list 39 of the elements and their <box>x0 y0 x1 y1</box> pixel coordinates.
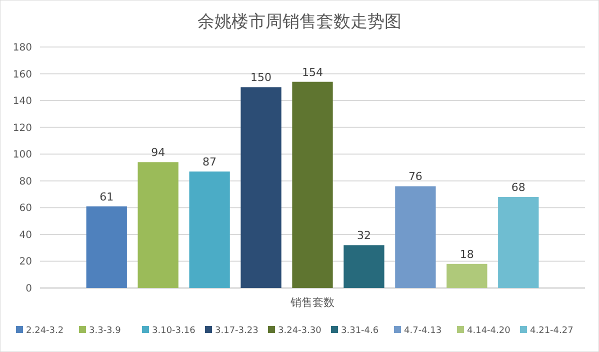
legend-label: 4.21-4.27 <box>530 326 574 336</box>
bar <box>138 162 178 288</box>
data-label: 87 <box>202 156 217 169</box>
chart-title: 余姚楼市周销售套数走势图 <box>198 12 402 32</box>
bar <box>344 245 384 288</box>
y-tick-label: 120 <box>12 122 32 134</box>
data-label: 68 <box>511 180 526 194</box>
bar <box>240 87 282 288</box>
y-tick-label: 100 <box>12 150 32 161</box>
bar <box>395 186 436 288</box>
x-tick-label: 销售套数 <box>290 296 334 309</box>
bar <box>86 206 127 288</box>
data-label: 18 <box>460 248 474 261</box>
y-tick-label: 60 <box>19 203 32 214</box>
legend-label: 3.3-3.9 <box>89 326 122 336</box>
legend-label: 3.24-3.30 <box>278 326 322 336</box>
data-label: 94 <box>151 146 166 160</box>
data-label: 154 <box>302 66 323 79</box>
data-label: 76 <box>408 170 422 184</box>
y-tick-label: 0 <box>26 284 32 294</box>
y-tick-label: 20 <box>19 256 32 268</box>
bar <box>292 82 333 288</box>
y-tick-label: 80 <box>19 176 32 188</box>
bar <box>189 172 230 288</box>
y-tick-label: 160 <box>12 69 32 80</box>
legend-label: 2.24-3.2 <box>26 326 64 336</box>
y-tick-label: 140 <box>12 96 32 108</box>
data-label: 61 <box>100 190 114 204</box>
legend-label: 3.17-3.23 <box>215 326 258 336</box>
legend-label: 3.31-4.6 <box>341 326 379 336</box>
legend-label: 4.14-4.20 <box>467 326 511 336</box>
y-tick-label: 180 <box>12 42 32 54</box>
legend-label: 4.7-4.13 <box>404 326 442 336</box>
bar <box>446 264 488 288</box>
y-tick-label: 40 <box>19 230 32 241</box>
legend-label: 3.10-3.16 <box>152 326 196 336</box>
data-label: 150 <box>250 71 272 84</box>
data-label: 32 <box>356 229 371 242</box>
bar <box>498 196 539 288</box>
